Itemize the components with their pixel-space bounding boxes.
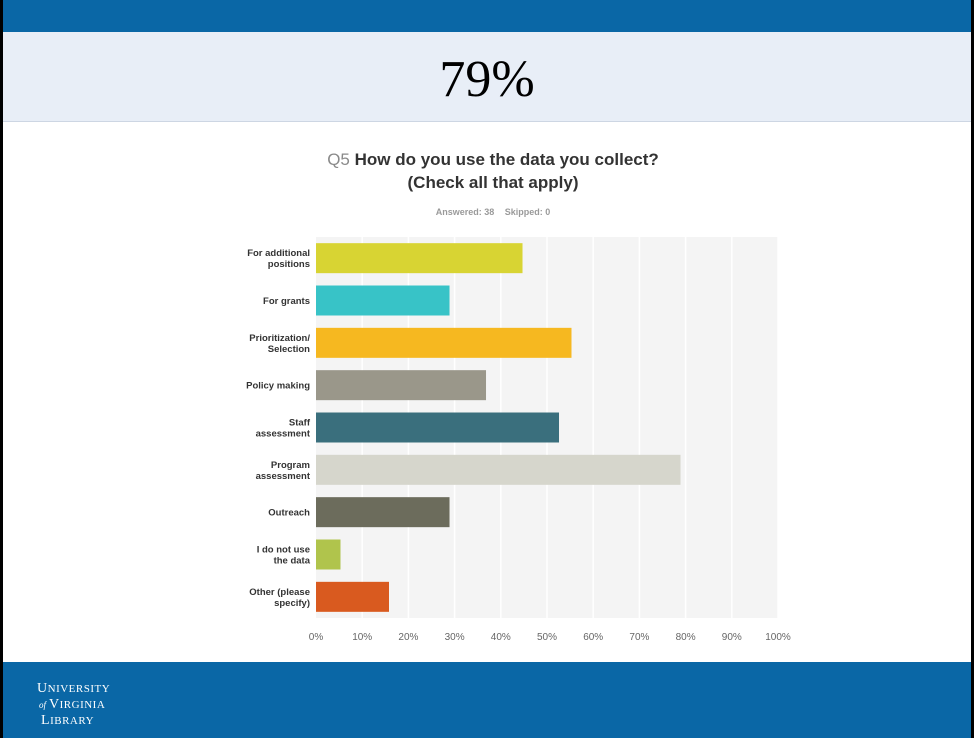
headline-percentage: 79% (439, 51, 535, 108)
bar-chart: 0% 10% 20% 30% 40% 50% 60% 70% 80% 90% 100% For add… (246, 237, 791, 643)
response-counts: Answered: 38 Skipped: 0 (303, 207, 683, 217)
category-label: Program (271, 460, 310, 471)
svg-text:VIRGINIA: VIRGINIA (49, 697, 105, 712)
svg-text:of: of (39, 700, 48, 710)
category-label: Policy making (246, 381, 310, 392)
university-of-virginia-library-logo: UNIVERSITY of VIRGINIA LIBRARY (37, 681, 110, 728)
category-label: For additional (247, 248, 310, 259)
x-tick-label: 30% (445, 632, 465, 643)
x-tick-label: 60% (583, 632, 603, 643)
bar (316, 243, 523, 274)
x-tick-label: 50% (537, 632, 557, 643)
question-title: Q5 How do you use the data you collect? … (203, 148, 783, 194)
category-label: Outreach (268, 508, 310, 519)
title-band (3, 32, 971, 122)
bar (316, 285, 450, 316)
x-tick-label: 80% (676, 632, 696, 643)
skipped-count: Skipped: 0 (504, 207, 551, 217)
question-text-line1: How do you use the data you collect? (354, 150, 659, 169)
x-tick-label: 10% (352, 632, 372, 643)
category-label: assessment (256, 429, 311, 440)
svg-text:LIBRARY: LIBRARY (41, 713, 94, 728)
category-label: Prioritization/ (249, 333, 310, 344)
question-number: Q5 (327, 150, 350, 169)
x-tick-label: 0% (309, 632, 324, 643)
x-tick-label: 20% (398, 632, 418, 643)
bar (316, 497, 450, 528)
category-label: specify) (274, 598, 310, 609)
answered-count: Answered: 38 (435, 207, 495, 217)
bottom-banner (3, 662, 971, 738)
bar (316, 327, 572, 358)
bar (316, 454, 681, 485)
bar (316, 581, 389, 612)
category-label: Other (please (249, 587, 310, 598)
bar (316, 412, 560, 443)
category-label: positions (268, 259, 310, 270)
category-label: Staff (289, 418, 311, 429)
top-banner (3, 0, 971, 32)
bar (316, 370, 487, 401)
x-tick-label: 90% (722, 632, 742, 643)
category-label: I do not use (257, 545, 310, 556)
category-label: assessment (256, 471, 311, 482)
slide: 79% Q5 How do you use the data you colle… (3, 0, 971, 738)
category-label: Selection (268, 344, 310, 355)
question-text-line2: (Check all that apply) (407, 173, 579, 192)
x-tick-label: 100% (765, 632, 791, 643)
category-label: For grants (263, 296, 310, 307)
x-tick-label: 40% (491, 632, 511, 643)
x-tick-label: 70% (629, 632, 649, 643)
bar (316, 539, 341, 570)
svg-text:UNIVERSITY: UNIVERSITY (37, 681, 110, 696)
category-label: the data (274, 556, 311, 567)
